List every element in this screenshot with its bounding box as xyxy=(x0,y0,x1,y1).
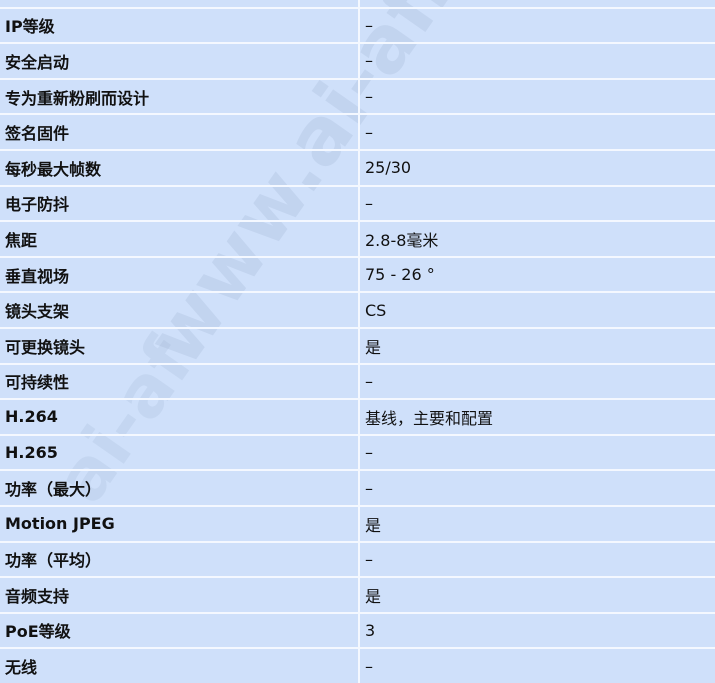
spec-value: 基线，主要和配置 xyxy=(359,398,715,435)
spec-value: – xyxy=(359,42,715,79)
spec-label xyxy=(0,0,360,8)
spec-label: 音频支持 xyxy=(0,576,360,613)
spec-value xyxy=(359,0,715,8)
spec-label: 每秒最大帧数 xyxy=(0,148,360,186)
spec-value: – xyxy=(359,77,715,115)
spec-label: H.264 xyxy=(0,398,360,435)
spec-value: 75 - 26 ° xyxy=(359,255,715,293)
spec-value: – xyxy=(359,113,715,150)
table-row: H.265– xyxy=(0,433,715,471)
spec-label: 可持续性 xyxy=(0,362,360,400)
spec-value: – xyxy=(359,362,715,400)
spec-label: 签名固件 xyxy=(0,113,360,150)
table-row xyxy=(0,0,715,8)
spec-value: 25/30 xyxy=(359,148,715,186)
table-row: 签名固件 – xyxy=(0,113,715,150)
table-row: 焦距 2.8-8毫米 xyxy=(0,220,715,257)
table-row: 可持续性 – xyxy=(0,362,715,400)
spec-value: CS xyxy=(359,291,715,328)
table-row: 安全启动 – xyxy=(0,42,715,79)
spec-value: 3 xyxy=(359,611,715,649)
spec-value: 是 xyxy=(359,576,715,613)
spec-label: 专为重新粉刷而设计 xyxy=(0,77,360,115)
spec-label: 镜头支架 xyxy=(0,291,360,328)
table-row: 可更换镜头是 xyxy=(0,326,715,364)
spec-value: 是 xyxy=(359,326,715,364)
spec-value: 2.8-8毫米 xyxy=(359,220,715,257)
spec-value: – xyxy=(359,540,715,578)
spec-value: – xyxy=(359,647,715,683)
table-row: 垂直视场 75 - 26 ° xyxy=(0,255,715,293)
table-row: PoE等级 3 xyxy=(0,611,715,649)
table-row: 功率（最大） – xyxy=(0,469,715,506)
table-row: 电子防抖 – xyxy=(0,184,715,222)
spec-label: PoE等级 xyxy=(0,611,360,649)
spec-label: 焦距 xyxy=(0,220,360,257)
spec-label: 功率（最大） xyxy=(0,469,360,506)
spec-label: 功率（平均） xyxy=(0,540,360,578)
spec-label: 可更换镜头 xyxy=(0,326,360,364)
spec-value: – xyxy=(359,6,715,44)
table-row: 无线 – xyxy=(0,647,715,683)
spec-label: H.265 xyxy=(0,433,360,471)
spec-label: IP等级 xyxy=(0,6,360,44)
spec-label: 垂直视场 xyxy=(0,255,360,293)
spec-value: – xyxy=(359,433,715,471)
table-row: H.264 基线，主要和配置 xyxy=(0,398,715,435)
table-row: IP等级 – xyxy=(0,6,715,44)
spec-value: 是 xyxy=(359,504,715,542)
spec-label: 无线 xyxy=(0,647,360,683)
table-row: 每秒最大帧数 25/30 xyxy=(0,148,715,186)
spec-value: – xyxy=(359,184,715,222)
table-row: 专为重新粉刷而设计 – xyxy=(0,77,715,115)
table-row: 镜头支架 CS xyxy=(0,291,715,328)
table-row: Motion JPEG 是 xyxy=(0,504,715,542)
table-row: 功率（平均） – xyxy=(0,540,715,578)
spec-label: Motion JPEG xyxy=(0,504,360,542)
table-row: 音频支持是 xyxy=(0,576,715,613)
spec-label: 电子防抖 xyxy=(0,184,360,222)
spec-value: – xyxy=(359,469,715,506)
spec-label: 安全启动 xyxy=(0,42,360,79)
